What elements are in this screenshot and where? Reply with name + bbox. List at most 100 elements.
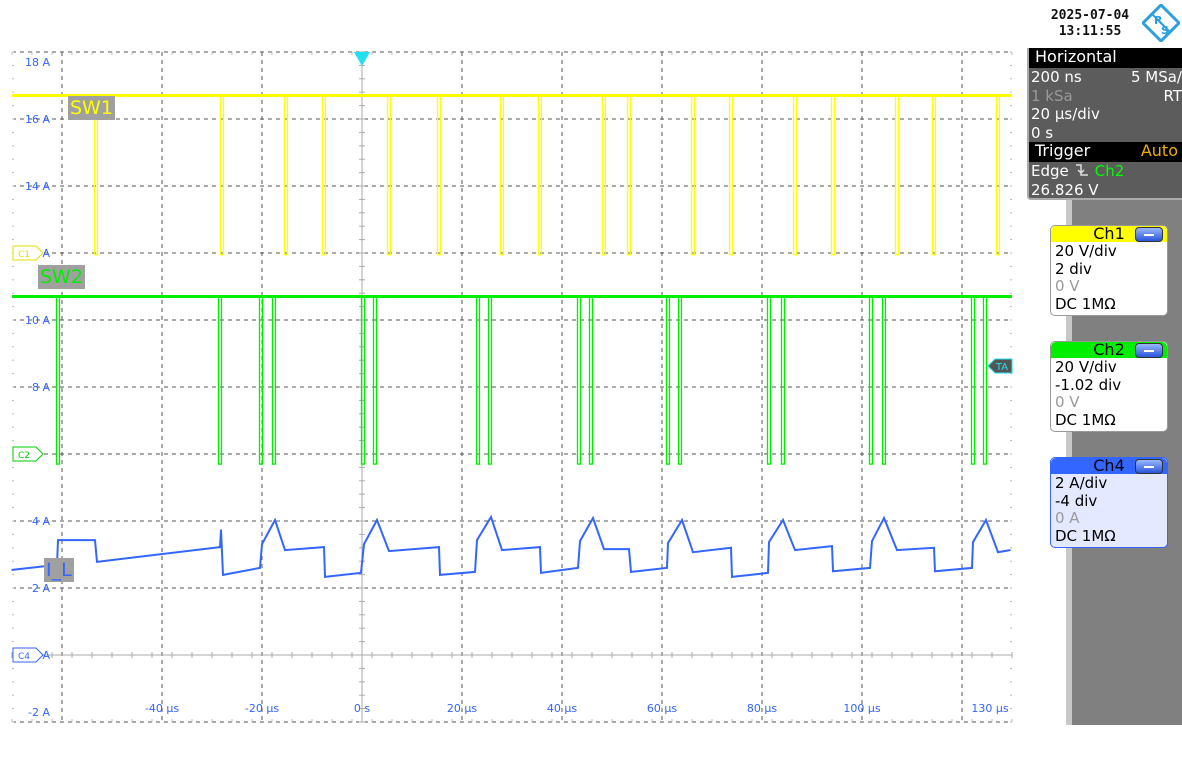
sw1-trace-pulse xyxy=(386,95,392,256)
il-point xyxy=(501,549,503,551)
il-point xyxy=(539,546,541,548)
waveform-display[interactable]: 18 A 16 A 14 A A 10 A 8 A 4 A 2 A A -2 A -40 µs -20… xyxy=(0,0,1030,730)
sw2-trace-pulse xyxy=(487,296,493,465)
trigger-header[interactable]: Trigger Auto xyxy=(1029,141,1182,162)
ch2-position: -1.02 div xyxy=(1055,375,1122,394)
ch4-title: Ch4 xyxy=(1093,457,1125,475)
ch4-position: -4 div xyxy=(1055,491,1098,510)
sample-rate: 5 MSa/ xyxy=(1130,68,1182,86)
ch4-panel[interactable]: Ch4 2 A/div -4 div 0 A DC 1MΩ xyxy=(1050,457,1168,548)
il-point xyxy=(57,539,59,541)
sw2-trace-pulse xyxy=(677,296,683,465)
sw2-trace-pulse xyxy=(780,296,786,465)
sw2-trace-pulse xyxy=(475,296,481,465)
trigger-type: Edge xyxy=(1031,162,1069,180)
horizontal-title: Horizontal xyxy=(1035,47,1117,66)
il-label[interactable]: I_L xyxy=(44,558,74,582)
ch1-position: 2 div xyxy=(1055,259,1092,278)
resolution: 200 ns xyxy=(1031,68,1082,86)
sw2-trace-pulse xyxy=(665,296,671,465)
timestamp: 2025-07-04 13:11:55 xyxy=(1040,8,1140,40)
y-tick-label: 14 A xyxy=(25,180,50,193)
trigger-title: Trigger xyxy=(1035,141,1091,160)
sw2-trace-pulse xyxy=(576,296,582,465)
ch1-scale: 20 V/div xyxy=(1055,242,1117,260)
il-point xyxy=(794,549,796,551)
sw1-trace-pulse xyxy=(219,95,225,256)
ch4-header[interactable]: Ch4 xyxy=(1051,458,1167,474)
il-point xyxy=(730,547,732,549)
channel-marker-label: C4 xyxy=(18,652,30,662)
il-point xyxy=(869,567,871,569)
channel-marker-label: C1 xyxy=(18,250,30,260)
ch2-offset: 0 V xyxy=(1055,393,1080,411)
trigger-level: 26.826 V xyxy=(1031,180,1099,199)
il-point xyxy=(832,570,834,573)
il-point xyxy=(883,517,885,519)
sw2-trace-pulse xyxy=(868,296,874,465)
ch1-header[interactable]: Ch1 xyxy=(1051,226,1167,242)
x-tick-label: -40 µs xyxy=(145,702,179,715)
il-point xyxy=(540,572,542,574)
il-point xyxy=(94,539,96,541)
il-point xyxy=(667,542,669,544)
horizontal-panel[interactable]: Horizontal 200 ns 5 MSa/ 1 kSa RT 20 µs/di… xyxy=(1027,47,1182,200)
ch2-minimize-button[interactable] xyxy=(1135,343,1163,358)
il-point xyxy=(896,549,898,551)
sw2-trace-pulse xyxy=(258,296,264,465)
il-point xyxy=(439,574,441,576)
ch1-panel[interactable]: Ch1 20 V/div 2 div 0 V DC 1MΩ xyxy=(1050,225,1168,316)
sw1-trace-pulse xyxy=(93,95,99,256)
y-tick-label: 4 A xyxy=(32,515,50,528)
il-point xyxy=(768,541,770,543)
il-point xyxy=(438,546,440,548)
time: 13:11:55 xyxy=(1058,24,1122,39)
ch4-minimize-button[interactable] xyxy=(1135,459,1163,474)
il-point xyxy=(324,576,326,578)
channel-c1-marker xyxy=(12,245,44,261)
timebase: 20 µs/div xyxy=(1031,105,1100,123)
sw2-trace-pulse xyxy=(970,296,976,465)
ch1-minimize-button[interactable] xyxy=(1135,227,1163,242)
il-point xyxy=(933,547,935,549)
sw1-trace-pulse xyxy=(499,95,505,256)
il-point xyxy=(96,561,98,563)
il-point xyxy=(284,549,286,551)
il-point xyxy=(474,571,476,573)
horizontal-header[interactable]: Horizontal xyxy=(1029,47,1182,68)
sw1-trace-pulse xyxy=(830,95,836,256)
il-point xyxy=(363,543,365,545)
sw1-trace-pulse xyxy=(690,95,696,256)
il-point xyxy=(985,519,987,521)
il-point xyxy=(630,571,632,573)
ch2-coupling: DC 1MΩ xyxy=(1055,410,1116,429)
il-point xyxy=(782,519,784,521)
horizontal-position: 0 s xyxy=(1031,123,1054,142)
ch1-offset: 0 V xyxy=(1055,277,1080,295)
sw2-trace-pulse xyxy=(766,296,772,465)
ch4-coupling: DC 1MΩ xyxy=(1055,526,1116,545)
ch2-header[interactable]: Ch2 xyxy=(1051,342,1167,358)
x-tick-label: 100 µs xyxy=(843,702,880,715)
sw2-trace-pulse xyxy=(271,296,277,465)
il-point xyxy=(972,541,974,543)
ch1-title: Ch1 xyxy=(1093,225,1125,243)
il-point xyxy=(666,567,668,569)
il-point xyxy=(681,519,683,521)
sw2-trace-pulse xyxy=(982,296,988,465)
ch2-panel[interactable]: Ch2 20 V/div -1.02 div 0 V DC 1MΩ xyxy=(1050,341,1168,432)
sw2-label[interactable]: SW2 xyxy=(38,265,85,289)
il-point xyxy=(490,516,492,518)
il-point xyxy=(603,548,605,550)
il-point xyxy=(592,517,594,519)
acq-mode: RT xyxy=(1163,86,1182,105)
il-point xyxy=(323,546,325,548)
sw1-trace-pulse xyxy=(601,95,607,256)
x-tick-label: 0 s xyxy=(354,702,370,715)
sw2-trace-pulse xyxy=(360,296,366,465)
channel-c2-marker xyxy=(12,446,44,462)
falling-edge-icon xyxy=(1075,164,1088,176)
sw1-trace-pulse xyxy=(436,95,442,256)
y-tick-label: 8 A xyxy=(32,381,50,394)
sw1-label[interactable]: SW1 xyxy=(68,96,115,120)
